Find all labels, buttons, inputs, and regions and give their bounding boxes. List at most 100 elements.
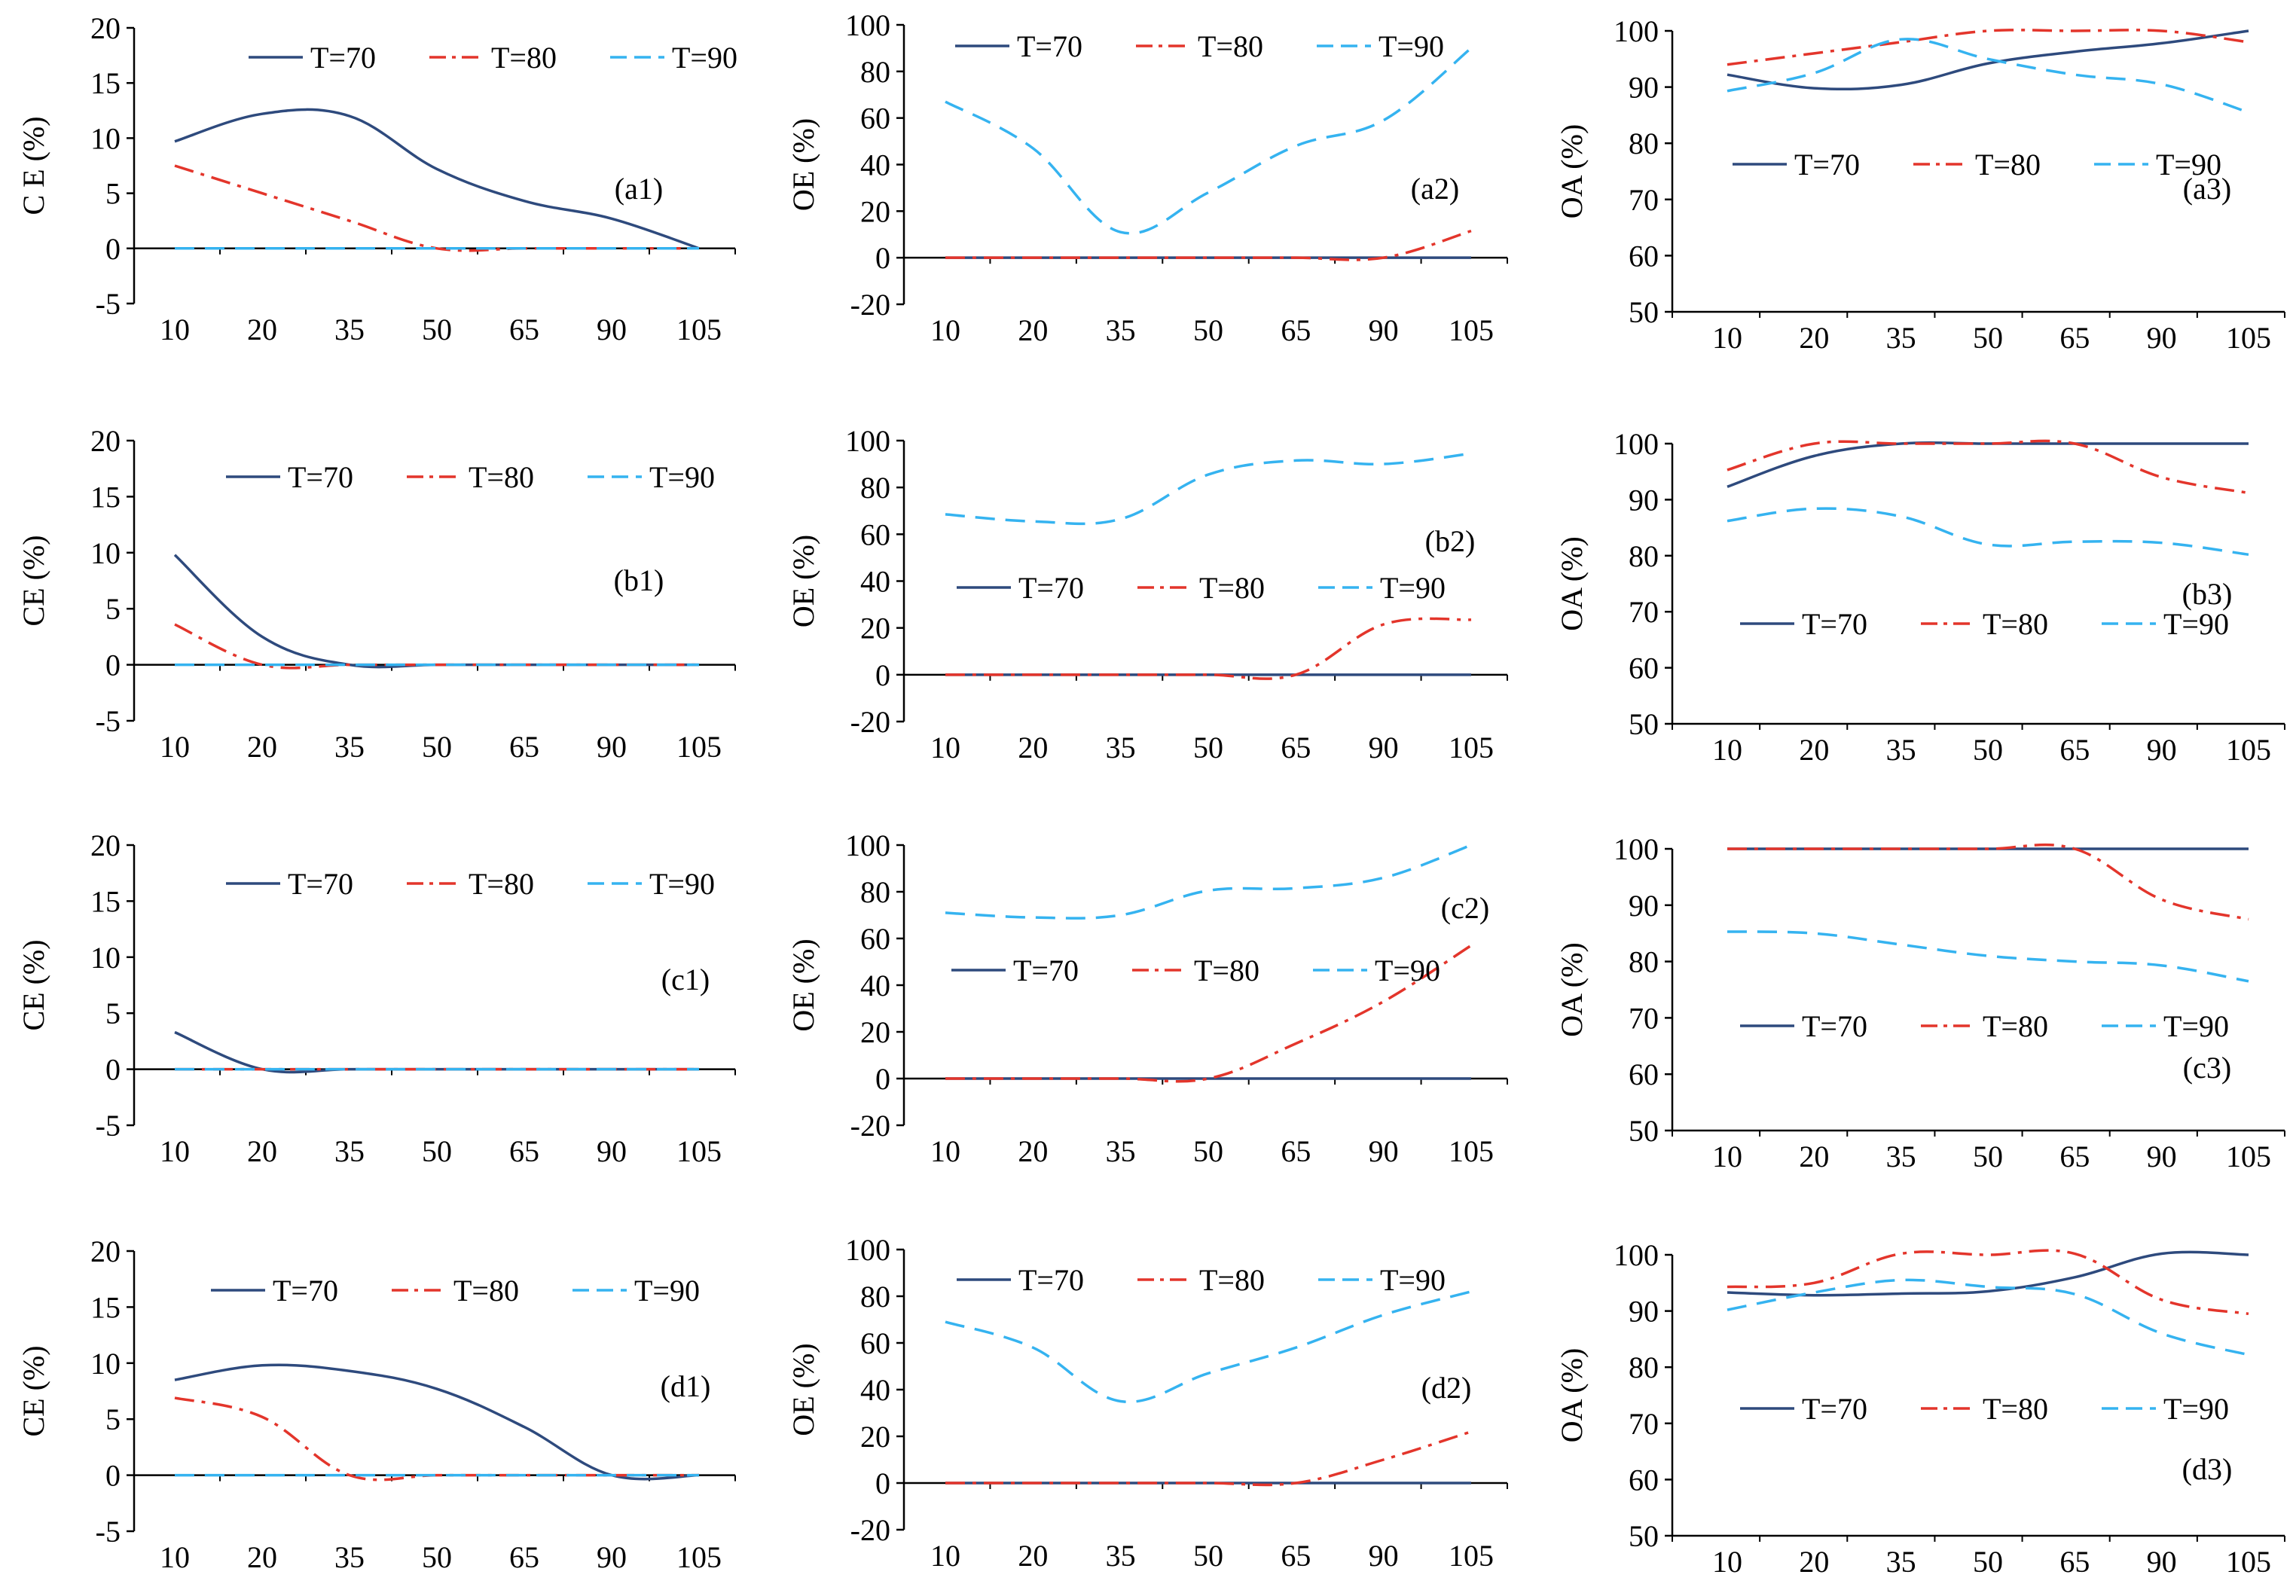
legend-label: T=90 <box>649 460 715 494</box>
panel-label: (a3) <box>2183 172 2231 206</box>
y-axis-label: OE (%) <box>786 118 820 211</box>
legend-label: T=70 <box>1018 571 1084 605</box>
series-line-t80 <box>945 229 1472 261</box>
x-tick-label: 35 <box>1106 731 1136 764</box>
y-tick-label: 80 <box>1629 539 1659 573</box>
legend-label: T=80 <box>1198 29 1263 63</box>
panel-label: (c2) <box>1441 891 1489 925</box>
x-tick-label: 10 <box>1712 321 1742 355</box>
y-tick-label: 50 <box>1629 1519 1659 1553</box>
x-tick-label: 105 <box>2226 733 2271 767</box>
panel-label: (b1) <box>614 563 664 597</box>
y-tick-label: 0 <box>875 1466 890 1500</box>
series-line-t90 <box>945 452 1472 526</box>
series-line-t80 <box>945 944 1472 1083</box>
series-line-t80 <box>945 1430 1472 1487</box>
y-axis-label: C E (%) <box>17 116 50 215</box>
series-line-t70 <box>1727 29 2249 91</box>
y-tick-label: 50 <box>1629 295 1659 329</box>
legend-label: T=80 <box>1199 571 1265 605</box>
legend-label: T=70 <box>288 460 353 494</box>
legend-label: T=90 <box>2163 1392 2229 1426</box>
x-tick-label: 35 <box>1886 733 1916 767</box>
x-tick-label: 105 <box>1449 313 1494 347</box>
y-tick-label: 15 <box>90 66 121 100</box>
legend-label: T=70 <box>310 41 376 75</box>
legend-label: T=70 <box>1017 29 1082 63</box>
legend-label: T=80 <box>1199 1263 1265 1297</box>
legend-label: T=90 <box>2163 607 2229 641</box>
x-tick-label: 20 <box>1799 1545 1829 1579</box>
y-tick-label: 100 <box>1614 1238 1659 1272</box>
y-tick-label: 100 <box>845 829 890 862</box>
y-tick-label: 60 <box>1629 652 1659 685</box>
x-tick-label: 50 <box>1193 1539 1223 1573</box>
y-tick-label: 0 <box>105 1053 121 1087</box>
x-tick-label: 50 <box>1973 1140 2003 1173</box>
y-tick-label: 0 <box>875 1062 890 1096</box>
y-axis-label: OE (%) <box>786 1343 820 1436</box>
y-axis-label: OA (%) <box>1555 942 1589 1037</box>
y-tick-label: 60 <box>860 922 890 956</box>
legend: T=70 T=80 T=90 <box>1740 1392 2229 1426</box>
y-tick-label: 80 <box>860 1280 890 1314</box>
y-tick-label: 20 <box>860 1420 890 1454</box>
y-axis-label: OE (%) <box>786 938 820 1031</box>
x-tick-label: 90 <box>1369 731 1399 764</box>
panel-label: (b3) <box>2182 577 2233 611</box>
y-tick-label: 50 <box>1629 1114 1659 1148</box>
y-tick-label: 80 <box>860 55 890 89</box>
y-tick-label: 40 <box>860 969 890 1002</box>
legend-label: T=80 <box>1983 1392 2048 1426</box>
x-tick-label: 65 <box>509 730 539 764</box>
y-tick-label: -20 <box>850 1109 890 1143</box>
y-tick-label: 0 <box>105 1459 121 1493</box>
x-tick-label: 50 <box>422 730 452 764</box>
x-tick-label: 90 <box>1369 1539 1399 1573</box>
x-tick-label: 90 <box>1369 1134 1399 1168</box>
legend-label: T=80 <box>1983 1009 2048 1043</box>
x-tick-label: 50 <box>422 1134 452 1168</box>
y-tick-label: 60 <box>1629 1057 1659 1091</box>
y-tick-label: 80 <box>1629 945 1659 979</box>
x-tick-label: 10 <box>930 1539 960 1573</box>
legend: T=70 T=80 T=90 <box>211 1274 700 1308</box>
x-tick-label: 65 <box>509 1540 539 1574</box>
panel-label: (a2) <box>1411 172 1459 206</box>
chart-a1: -5 0 5 10 15 20 10 20 35 50 65 90 105 C E (%) T=70 T=80… <box>17 11 737 346</box>
legend-label: T=80 <box>1983 607 2048 641</box>
series-line-t70 <box>1727 441 2249 488</box>
legend-label: T=80 <box>469 460 534 494</box>
series-line-t70 <box>1727 1250 2249 1297</box>
series-line-t80 <box>1727 29 2249 66</box>
y-tick-label: -5 <box>96 1109 121 1143</box>
y-tick-label: 60 <box>860 1326 890 1360</box>
y-tick-label: 20 <box>90 829 121 862</box>
x-tick-label: 90 <box>2147 321 2177 355</box>
y-tick-label: 0 <box>875 241 890 275</box>
panel-label: (d2) <box>1421 1371 1472 1405</box>
legend: T=70 T=80 T=90 <box>1733 148 2221 182</box>
x-tick-label: 10 <box>160 313 190 346</box>
chart-d2: -20 0 20 40 60 80 100 10 20 35 50 65 90 105 OE (%) T=70… <box>786 1233 1508 1573</box>
x-tick-label: 10 <box>160 1540 190 1574</box>
legend: T=70 T=80 T=90 <box>249 41 737 75</box>
x-tick-label: 20 <box>247 730 277 764</box>
y-tick-label: 80 <box>860 471 890 505</box>
y-axis-label: CE (%) <box>17 939 50 1030</box>
y-tick-label: 40 <box>860 148 890 182</box>
legend-label: T=80 <box>453 1274 519 1308</box>
y-tick-label: 5 <box>105 177 121 211</box>
x-tick-label: 20 <box>1799 321 1829 355</box>
series-line-t90 <box>945 47 1473 235</box>
x-tick-label: 105 <box>2226 1140 2271 1173</box>
panel-label: (b2) <box>1425 524 1476 558</box>
y-tick-label: -20 <box>850 705 890 739</box>
series-line-t70 <box>174 108 700 250</box>
y-tick-label: 20 <box>860 1015 890 1049</box>
x-tick-label: 65 <box>2059 1545 2090 1579</box>
x-tick-label: 20 <box>1018 1134 1048 1168</box>
x-tick-label: 20 <box>247 1134 277 1168</box>
